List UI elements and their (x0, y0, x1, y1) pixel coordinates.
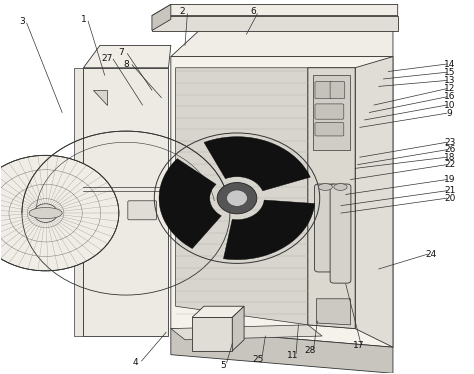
Circle shape (227, 190, 247, 206)
Text: 28: 28 (305, 346, 316, 355)
Polygon shape (152, 16, 398, 31)
Polygon shape (171, 56, 393, 347)
Text: 23: 23 (444, 138, 456, 147)
Polygon shape (308, 68, 355, 329)
Polygon shape (93, 90, 107, 105)
Text: 7: 7 (118, 48, 124, 57)
FancyBboxPatch shape (330, 82, 345, 99)
Polygon shape (317, 299, 350, 325)
Text: 11: 11 (287, 351, 299, 360)
Polygon shape (204, 137, 310, 191)
Polygon shape (171, 31, 393, 56)
Text: 6: 6 (251, 7, 256, 16)
FancyBboxPatch shape (330, 184, 351, 283)
Text: 1: 1 (81, 15, 86, 24)
Text: 17: 17 (353, 341, 365, 350)
Polygon shape (192, 318, 232, 351)
FancyBboxPatch shape (128, 201, 156, 220)
Polygon shape (223, 200, 315, 260)
Polygon shape (74, 68, 83, 336)
FancyBboxPatch shape (315, 184, 336, 272)
Text: 21: 21 (444, 186, 456, 195)
Ellipse shape (29, 208, 62, 219)
Polygon shape (152, 4, 398, 16)
Text: 14: 14 (444, 59, 456, 68)
Text: 24: 24 (425, 249, 437, 258)
Polygon shape (152, 4, 171, 31)
Text: 27: 27 (101, 54, 113, 63)
Text: 19: 19 (444, 175, 456, 184)
Ellipse shape (318, 184, 332, 190)
Polygon shape (83, 45, 171, 68)
Circle shape (0, 155, 119, 271)
Text: 2: 2 (180, 7, 185, 16)
Text: 25: 25 (253, 355, 264, 364)
Text: 26: 26 (444, 145, 456, 154)
Ellipse shape (334, 184, 347, 190)
Polygon shape (192, 306, 244, 318)
Polygon shape (159, 159, 221, 249)
Text: 20: 20 (444, 194, 456, 203)
Circle shape (34, 204, 57, 223)
Text: 4: 4 (133, 358, 138, 367)
Text: 8: 8 (123, 59, 129, 68)
Polygon shape (313, 75, 350, 150)
Polygon shape (175, 68, 308, 325)
FancyBboxPatch shape (315, 104, 344, 119)
FancyBboxPatch shape (315, 123, 344, 136)
Polygon shape (83, 68, 168, 336)
Polygon shape (355, 56, 393, 347)
Text: 15: 15 (444, 68, 456, 77)
Text: 3: 3 (19, 17, 25, 26)
Text: 13: 13 (444, 76, 456, 85)
Text: 22: 22 (444, 160, 456, 169)
Text: 18: 18 (444, 153, 456, 162)
Polygon shape (308, 68, 355, 329)
Polygon shape (232, 306, 244, 351)
Circle shape (217, 183, 257, 214)
Text: 12: 12 (444, 84, 456, 93)
Polygon shape (171, 325, 322, 340)
Text: 5: 5 (220, 361, 226, 370)
Text: 10: 10 (444, 101, 456, 110)
FancyBboxPatch shape (315, 82, 332, 99)
Text: 9: 9 (447, 109, 453, 118)
Polygon shape (171, 329, 393, 373)
Text: 16: 16 (444, 92, 456, 101)
